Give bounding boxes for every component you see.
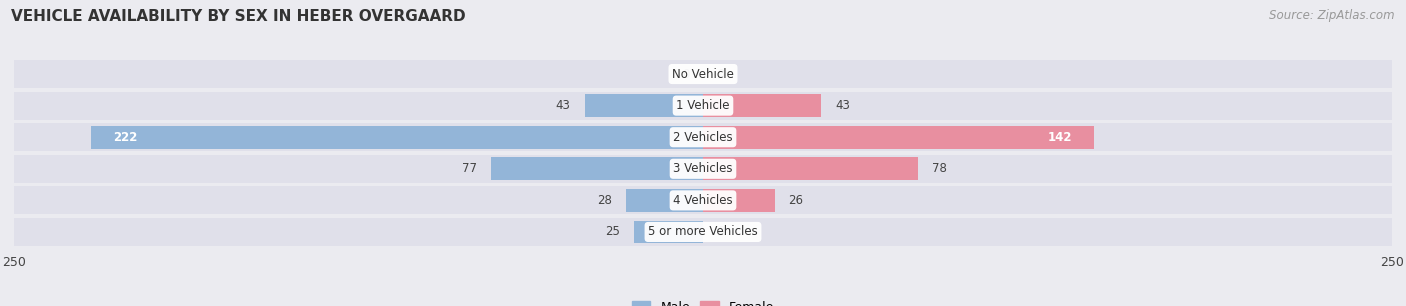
Text: Source: ZipAtlas.com: Source: ZipAtlas.com [1270, 9, 1395, 22]
Bar [703, 189, 775, 212]
Text: 0: 0 [682, 68, 689, 80]
Text: 1 Vehicle: 1 Vehicle [676, 99, 730, 112]
Text: 5 or more Vehicles: 5 or more Vehicles [648, 226, 758, 238]
Text: 26: 26 [789, 194, 803, 207]
Bar [703, 157, 918, 180]
Text: No Vehicle: No Vehicle [672, 68, 734, 80]
Text: 28: 28 [598, 194, 612, 207]
Bar [14, 155, 1392, 183]
Text: 2 Vehicles: 2 Vehicles [673, 131, 733, 144]
Text: 25: 25 [606, 226, 620, 238]
Text: 0: 0 [717, 226, 724, 238]
Bar [634, 221, 703, 243]
Text: 43: 43 [555, 99, 571, 112]
Legend: Male, Female: Male, Female [627, 296, 779, 306]
Text: VEHICLE AVAILABILITY BY SEX IN HEBER OVERGAARD: VEHICLE AVAILABILITY BY SEX IN HEBER OVE… [11, 9, 465, 24]
Text: 78: 78 [932, 162, 946, 175]
Text: 77: 77 [463, 162, 477, 175]
Bar [14, 92, 1392, 120]
Bar [14, 186, 1392, 214]
Text: 3 Vehicles: 3 Vehicles [673, 162, 733, 175]
Text: 4 Vehicles: 4 Vehicles [673, 194, 733, 207]
Bar [626, 189, 703, 212]
Text: 142: 142 [1047, 131, 1073, 144]
Bar [585, 94, 703, 117]
Bar [14, 123, 1392, 151]
Bar [703, 94, 821, 117]
Text: 222: 222 [114, 131, 138, 144]
Bar [91, 126, 703, 149]
Text: 43: 43 [835, 99, 851, 112]
Bar [14, 60, 1392, 88]
Text: 0: 0 [717, 68, 724, 80]
Bar [14, 218, 1392, 246]
Bar [491, 157, 703, 180]
Bar [703, 126, 1094, 149]
